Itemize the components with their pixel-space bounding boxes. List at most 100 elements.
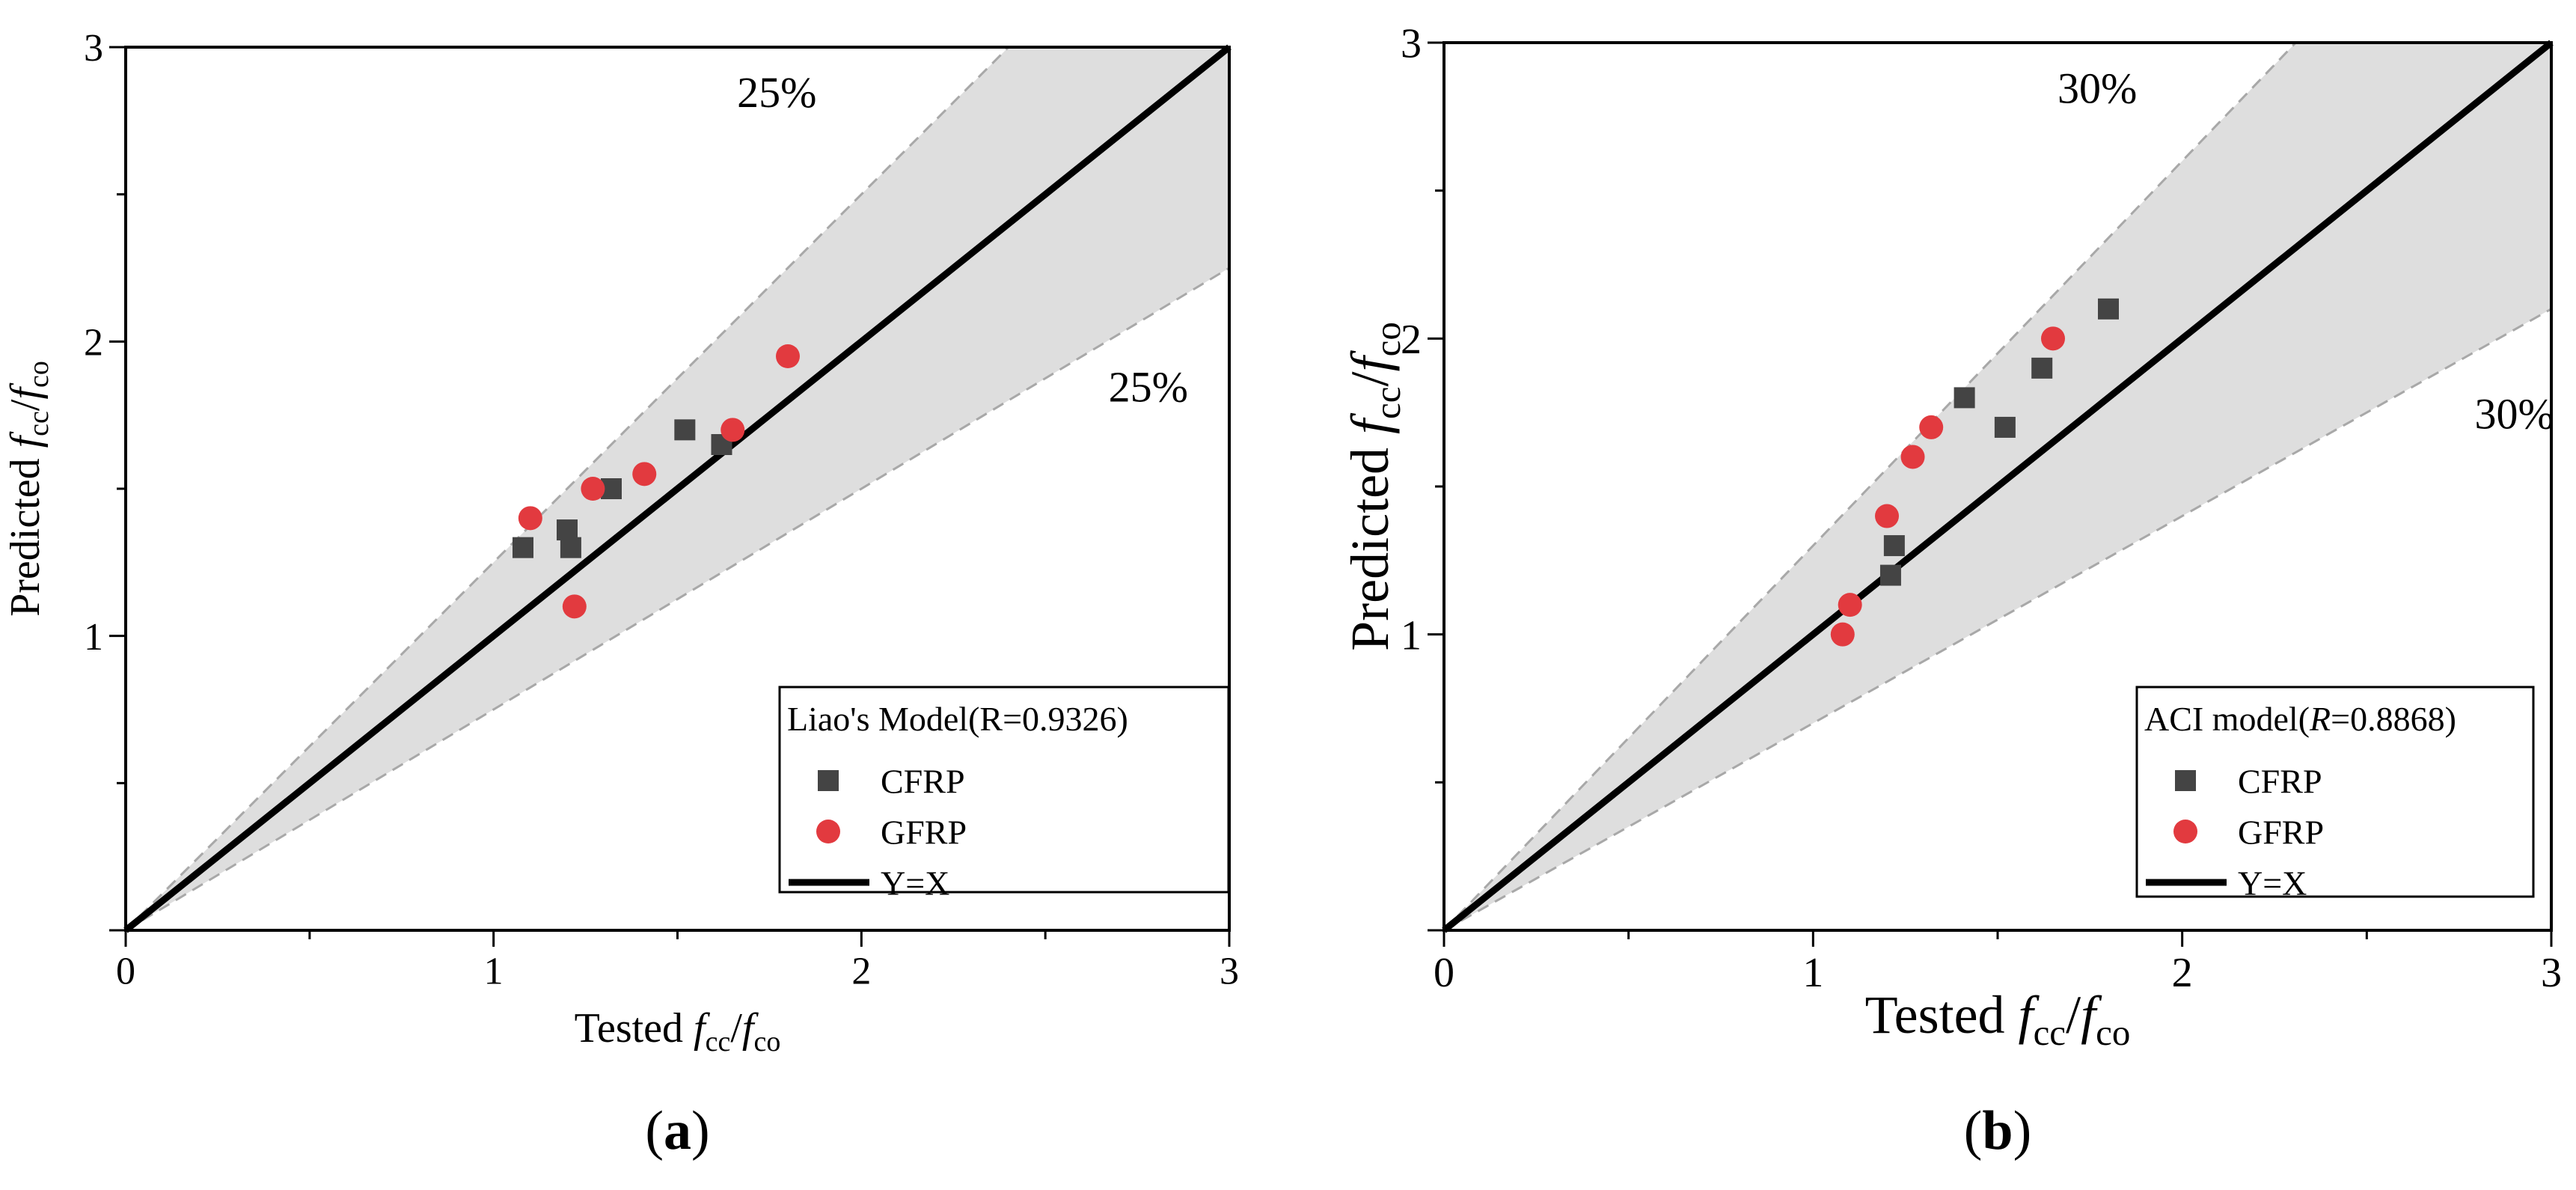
upper-band-line <box>1443 41 2297 932</box>
panel-label: (b) <box>1964 1100 2031 1162</box>
legend-title-r: R <box>979 700 1003 738</box>
panel-label-letter: a <box>664 1100 691 1162</box>
lower-band-line <box>125 266 1230 932</box>
point-gfrp-4 <box>1919 415 1944 439</box>
legend-title: Liao's Model(R=0.9326) <box>787 700 1128 738</box>
lower-band-label: 30% <box>2475 389 2554 438</box>
point-gfrp-0 <box>518 506 542 531</box>
y-axis-title-num-sub: cc <box>23 411 55 436</box>
point-gfrp-3 <box>1900 445 1925 469</box>
point-cfrp-4 <box>674 419 696 441</box>
point-gfrp-2 <box>581 477 605 501</box>
y-axis-title-den-sub: co <box>23 361 55 388</box>
legend-entry-yx: Y=X <box>881 864 949 903</box>
x-axis-title-slash: / <box>730 1005 742 1052</box>
legend-entry-yx: Y=X <box>2238 864 2307 903</box>
lower-band-line <box>1443 308 2552 932</box>
x-axis-title-den-sub: co <box>2096 1012 2130 1053</box>
legend-marker-gfrp <box>2173 820 2197 843</box>
point-gfrp-4 <box>721 418 745 442</box>
point-cfrp-5 <box>2098 298 2119 320</box>
x-axis-title: Tested fcc/fco <box>575 1005 781 1058</box>
point-gfrp-3 <box>632 462 657 486</box>
x-tick-label: 3 <box>2541 950 2562 996</box>
y-tick-label: 1 <box>1401 612 1422 659</box>
panel-label: (a) <box>645 1100 709 1162</box>
x-tick-label: 1 <box>484 951 504 993</box>
y-tick-label: 3 <box>1401 21 1422 67</box>
legend-marker-cfrp <box>818 770 839 791</box>
x-tick-label: 0 <box>116 951 135 993</box>
upper-band-line <box>124 46 1010 932</box>
upper-band-label: 30% <box>2058 64 2137 113</box>
reference-line-y-equals-x <box>1442 40 2554 933</box>
x-tick-label: 3 <box>1220 951 1239 993</box>
point-cfrp-1 <box>557 519 578 541</box>
series-cfrp <box>1879 298 2119 586</box>
x-tick-label: 2 <box>2172 950 2193 996</box>
series-cfrp <box>513 419 732 558</box>
x-axis-title-num-sub: cc <box>2034 1012 2066 1053</box>
point-cfrp-0 <box>513 537 533 558</box>
point-gfrp-0 <box>1830 622 1855 647</box>
point-gfrp-5 <box>2041 326 2065 351</box>
point-gfrp-1 <box>562 594 587 619</box>
point-cfrp-0 <box>1879 564 1901 586</box>
x-axis-title-slash: / <box>2066 985 2081 1045</box>
chart-panel-a: 25% 25% 0 1 2 3 1 2 3 Tested fcc/fco Predicted fcc… <box>2 27 1239 1162</box>
legend-entry-cfrp: CFRP <box>2238 763 2322 801</box>
point-gfrp-1 <box>1838 593 1862 617</box>
panel-label-close: ) <box>691 1100 710 1162</box>
upper-band-label: 25% <box>737 68 816 117</box>
legend-box <box>778 686 1230 894</box>
x-axis-title-prefix: Tested <box>1865 985 2019 1045</box>
legend-entry-gfrp: GFRP <box>881 814 967 852</box>
point-cfrp-2 <box>560 537 581 558</box>
legend-entry-gfrp: GFRP <box>2238 814 2324 852</box>
x-tick-label: 0 <box>1434 950 1454 996</box>
legend-title-r: R <box>2309 700 2331 738</box>
legend-entry-cfrp: CFRP <box>881 763 965 801</box>
point-cfrp-3 <box>1994 416 2016 438</box>
y-tick-label: 3 <box>84 27 103 70</box>
y-axis-title: Predicted fcc/fco <box>1340 322 1408 651</box>
x-axis-title-prefix: Tested <box>575 1005 694 1052</box>
x-tick-label: 2 <box>851 951 871 993</box>
series-gfrp <box>1830 326 2065 647</box>
y-axis-title: Predicted fcc/fco <box>2 361 55 617</box>
legend-title-value: =0.8868) <box>2331 700 2456 738</box>
point-gfrp-2 <box>1875 504 1899 528</box>
x-axis-title-num-sub: cc <box>706 1026 731 1058</box>
y-axis-title-slash: / <box>1340 371 1400 386</box>
y-axis-title-den-sub: co <box>1367 322 1408 356</box>
legend: Liao's Model(R=0.9326) CFRP GFRP Y=X <box>778 686 1230 903</box>
panel-label-close: ) <box>2013 1100 2032 1162</box>
x-axis-title-den-sub: co <box>753 1026 780 1058</box>
legend-title-prefix: Liao's Model( <box>787 700 979 738</box>
x-axis-title: Tested fcc/fco <box>1865 985 2131 1053</box>
reference-line-y-equals-x <box>123 44 1232 933</box>
y-axis-title-prefix: Predicted <box>1340 434 1400 651</box>
legend-title-prefix: ACI model( <box>2144 700 2310 738</box>
legend-title-value: =0.9326) <box>1003 700 1128 738</box>
point-cfrp-1 <box>1883 535 1905 557</box>
series-gfrp <box>518 344 800 619</box>
y-axis-title-slash: / <box>2 399 49 411</box>
legend-title: ACI model(R=0.8868) <box>2144 700 2456 738</box>
point-cfrp-4 <box>2031 357 2053 379</box>
y-tick-label: 1 <box>84 616 103 659</box>
y-tick-label: 2 <box>1401 317 1422 363</box>
lower-band-label: 25% <box>1109 363 1188 412</box>
x-tick-label: 1 <box>1802 950 1823 996</box>
panel-label-open: ( <box>645 1100 664 1162</box>
legend-marker-gfrp <box>816 820 840 843</box>
y-axis-title-num-sub: cc <box>1367 386 1408 419</box>
legend-marker-cfrp <box>2175 770 2196 791</box>
panel-label-letter: b <box>1982 1100 2013 1162</box>
point-cfrp-2 <box>1954 387 1975 409</box>
y-axis-title-prefix: Predicted <box>2 448 49 616</box>
chart-panel-b: 30% 30% 0 1 2 3 1 2 3 Tested fcc/fco Predicted fcc… <box>1340 21 2562 1162</box>
panel-label-open: ( <box>1964 1100 1983 1162</box>
